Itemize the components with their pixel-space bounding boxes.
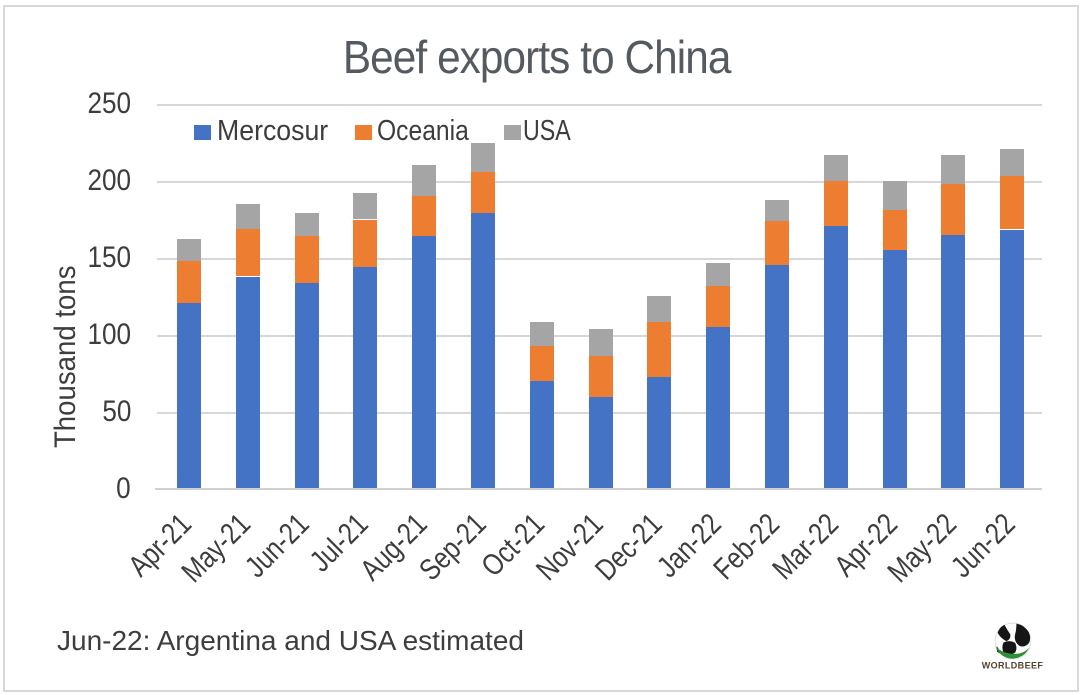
svg-text:WORLDBEEF: WORLDBEEF xyxy=(982,661,1044,671)
